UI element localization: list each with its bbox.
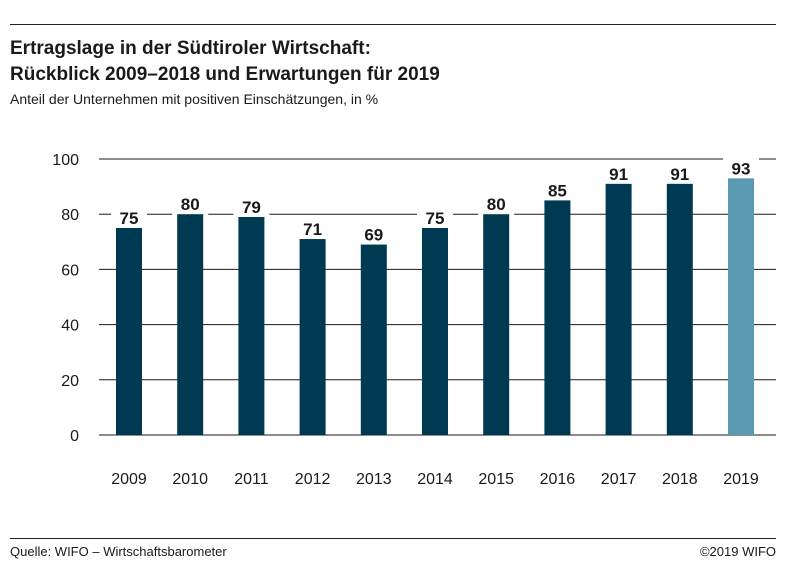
x-tick-label-2017: 2017 <box>601 471 637 488</box>
x-tick-label-2014: 2014 <box>417 471 453 488</box>
y-tick-label-20: 20 <box>61 373 79 390</box>
data-label-2009: 75 <box>120 209 139 228</box>
bottom-rule <box>10 538 776 539</box>
bar-2017 <box>605 183 632 435</box>
bar-2015 <box>483 214 510 435</box>
data-label-2013: 69 <box>364 226 383 245</box>
data-label-2017: 91 <box>609 165 628 184</box>
x-tick-label-2013: 2013 <box>356 471 392 488</box>
x-tick-label-2011: 2011 <box>234 471 269 488</box>
data-label-2018: 91 <box>670 165 689 184</box>
data-label-2014: 75 <box>426 209 445 228</box>
x-axis-tick-labels: 2009 2010 2011 2012 2013 2014 2015 2016 2017 2018… <box>111 471 759 488</box>
data-label-2016: 85 <box>548 181 567 200</box>
source-note: Quelle: WIFO – Wirtschaftsbarometer <box>10 544 227 559</box>
bar-2016 <box>544 200 571 435</box>
bar-2018 <box>666 183 693 435</box>
x-tick-label-2009: 2009 <box>111 471 147 488</box>
data-labels: 75 80 79 71 69 75 80 85 91 91 93 <box>120 159 751 244</box>
bar-2011 <box>238 216 265 435</box>
top-rule <box>10 24 776 25</box>
y-tick-label-100: 100 <box>52 152 79 169</box>
data-label-2010: 80 <box>181 195 200 214</box>
bars <box>116 178 754 435</box>
chart-title-line-1: Ertragslage in der Südtiroler Wirtschaft… <box>10 38 371 59</box>
chart-title-line-2: Rückblick 2009–2018 und Erwartungen für … <box>10 64 440 85</box>
copyright-note: ©2019 WIFO <box>699 544 776 559</box>
chart-subtitle: Anteil der Unternehmen mit positiven Ein… <box>10 91 379 107</box>
x-tick-label-2010: 2010 <box>172 471 208 488</box>
x-tick-label-2018: 2018 <box>662 471 698 488</box>
bar-2010 <box>177 214 204 435</box>
bar-2009 <box>116 228 142 435</box>
bar-2019 <box>728 178 754 435</box>
data-label-2015: 80 <box>487 195 506 214</box>
data-label-2011: 79 <box>242 198 261 217</box>
y-tick-label-0: 0 <box>70 428 79 445</box>
x-tick-label-2016: 2016 <box>540 471 576 488</box>
x-tick-label-2015: 2015 <box>478 471 514 488</box>
bar-2013 <box>360 244 387 435</box>
y-tick-label-80: 80 <box>61 207 79 224</box>
bar-2012 <box>299 239 326 435</box>
data-label-2012: 71 <box>303 220 322 239</box>
y-tick-label-60: 60 <box>61 262 79 279</box>
y-tick-label-40: 40 <box>61 318 79 335</box>
data-label-2019: 93 <box>732 159 751 178</box>
x-tick-label-2019: 2019 <box>723 471 759 488</box>
bar-2014 <box>422 228 448 435</box>
y-axis-tick-labels: 0 20 40 60 80 100 <box>52 152 79 445</box>
chart-title: Ertragslage in der Südtiroler Wirtschaft… <box>10 36 440 88</box>
x-tick-label-2012: 2012 <box>295 471 331 488</box>
